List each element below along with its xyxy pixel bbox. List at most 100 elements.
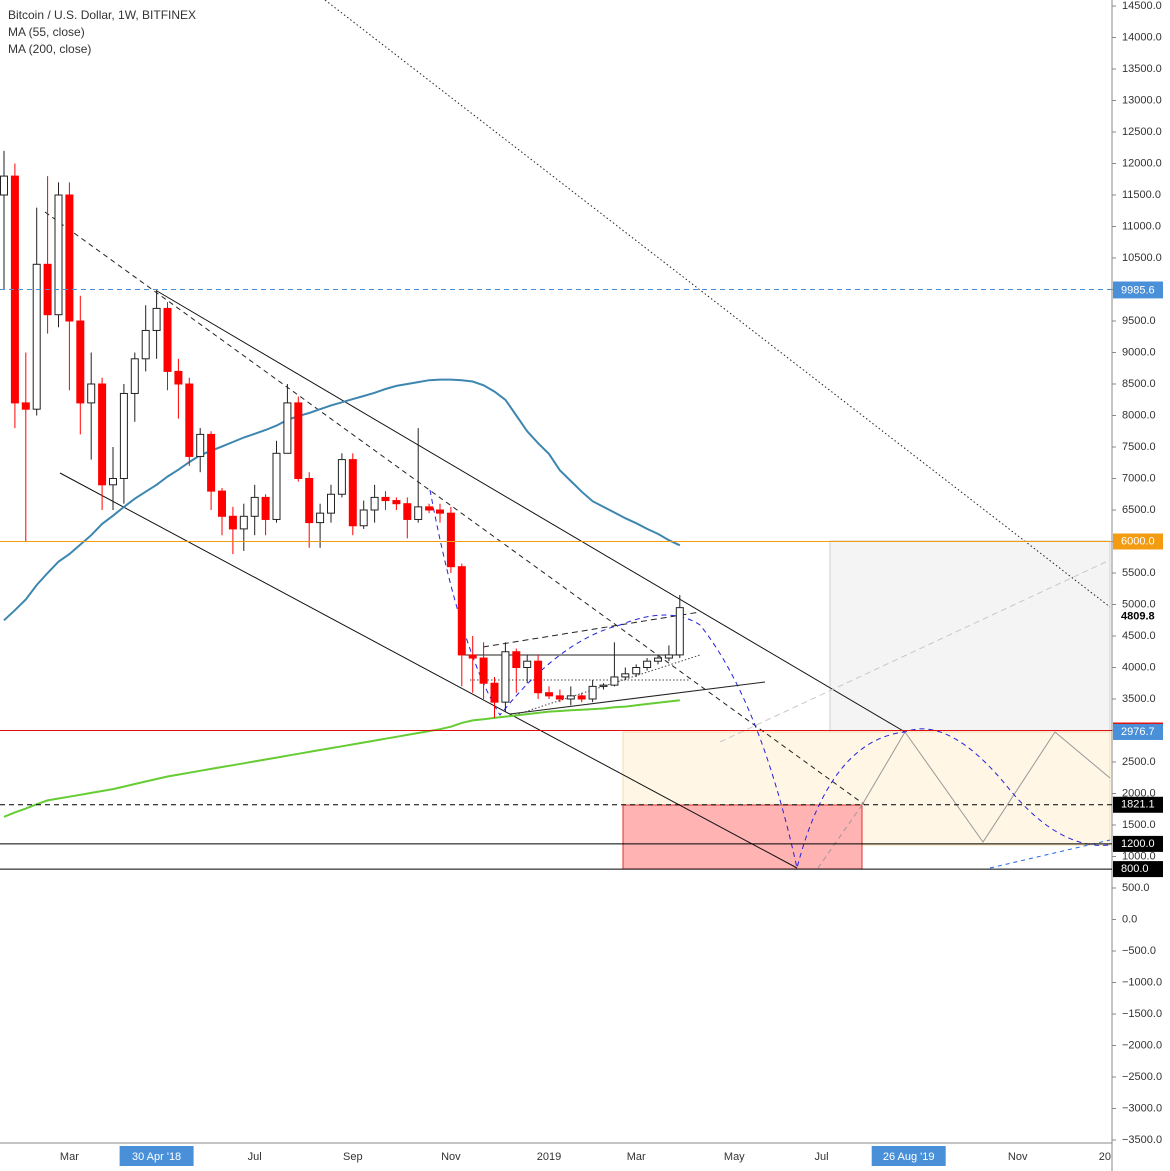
candle-body	[163, 307, 172, 372]
y-tick-label: −1500.0	[1122, 1008, 1162, 1020]
y-tick-label: −3000.0	[1122, 1102, 1162, 1114]
x-label-highlight	[119, 1146, 194, 1166]
y-tick-label: 1500.0	[1122, 819, 1156, 831]
price-marker	[1113, 723, 1163, 740]
zigzag	[861, 731, 1111, 843]
candle-body	[512, 651, 521, 668]
y-tick-label: 7500.0	[1122, 441, 1156, 453]
x-tick-label: 20	[1099, 1151, 1111, 1163]
candle-body	[185, 383, 194, 457]
candle-body	[327, 493, 335, 514]
price-marker-label: 2976.7	[1121, 726, 1155, 738]
y-tick-label: −500.0	[1122, 945, 1156, 957]
candle-body	[479, 657, 488, 684]
ma-line	[3, 378, 681, 622]
x-tick-label: Mar	[60, 1151, 79, 1163]
y-tick-label: 2500.0	[1122, 756, 1156, 768]
candle-body	[599, 684, 608, 687]
candle-body	[457, 566, 466, 656]
y-tick-label: −2500.0	[1122, 1071, 1162, 1083]
chart-title: Bitcoin / U.S. Dollar, 1W, BITFINEX	[8, 8, 196, 22]
y-tick-label: −1000.0	[1122, 976, 1162, 988]
price-marker-label: 1821.1	[1121, 799, 1155, 811]
y-tick-label: 9500.0	[1122, 315, 1156, 327]
candle-body	[65, 194, 74, 322]
x-tick-label: Jul	[814, 1151, 828, 1163]
candle-body	[436, 509, 444, 514]
price-marker-label: 1200.0	[1121, 838, 1155, 850]
candle-body	[490, 682, 499, 703]
candle-body	[76, 320, 85, 404]
candle-body	[359, 509, 368, 527]
candle-body	[664, 654, 673, 659]
candle-body	[632, 667, 641, 675]
y-tick-label: −3500.0	[1122, 1134, 1162, 1146]
candle-body	[621, 673, 630, 678]
price-marker	[1113, 796, 1163, 813]
price-axis	[1112, 0, 1170, 1171]
trendline-dashed	[44, 211, 866, 806]
candle-body	[207, 433, 216, 492]
x-tick-label: Sep	[343, 1151, 363, 1163]
candle-body	[348, 459, 357, 527]
price-marker	[1113, 835, 1163, 852]
candle-body	[468, 654, 477, 659]
projection-curve	[429, 489, 1111, 869]
candle-body	[141, 329, 150, 360]
candle-body	[534, 660, 543, 694]
candle-body	[425, 506, 434, 511]
x-label-highlight	[871, 1146, 946, 1166]
candle-body	[294, 402, 303, 479]
candle-body	[87, 383, 96, 404]
price-marker-label: 800.0	[1121, 863, 1149, 875]
candle-body	[555, 695, 564, 700]
candle-body	[174, 370, 183, 385]
range-box	[829, 540, 1111, 733]
x-tick-label: 30 Apr '18	[132, 1151, 181, 1163]
candle-body	[261, 496, 270, 520]
drawings	[44, 0, 1111, 870]
candle-body	[54, 194, 63, 316]
ma-line	[3, 699, 680, 818]
candle-body	[392, 500, 401, 505]
candle-body	[654, 657, 662, 662]
y-tick-label: 0.0	[1122, 913, 1137, 925]
candle-body	[305, 478, 314, 524]
candle-body	[239, 515, 248, 530]
price-marker	[1113, 282, 1163, 299]
legend-entry: MA (200, close)	[8, 42, 91, 56]
candle-body	[446, 512, 455, 568]
y-tick-label: 8000.0	[1122, 409, 1156, 421]
y-tick-label: 14500.0	[1122, 0, 1162, 12]
candle-body	[21, 402, 30, 410]
x-tick-label: May	[724, 1151, 745, 1163]
y-tick-label: 9000.0	[1122, 346, 1156, 358]
y-tick-label: 11000.0	[1122, 220, 1161, 232]
candle-body	[588, 685, 597, 700]
x-tick-label: 2019	[537, 1151, 561, 1163]
candle-body	[643, 660, 652, 669]
y-tick-label: 14000.0	[1122, 31, 1162, 43]
price-marker-label: 6000.0	[1121, 535, 1155, 547]
x-tick-label: Nov	[441, 1151, 461, 1163]
candle-body	[272, 452, 281, 520]
channel-lower	[59, 472, 798, 869]
candle-body	[577, 695, 586, 700]
y-tick-label: 6500.0	[1122, 504, 1156, 516]
candle-body	[566, 695, 575, 700]
candle-body	[130, 358, 139, 394]
candle-body	[381, 496, 390, 502]
y-tick-label: 5500.0	[1122, 567, 1156, 579]
y-tick-label: −2000.0	[1122, 1039, 1162, 1051]
y-tick-label: 1000.0	[1122, 850, 1156, 862]
x-tick-label: Jul	[248, 1151, 262, 1163]
candle-body	[119, 392, 128, 480]
wedge-top	[482, 611, 701, 648]
x-tick-label: Mar	[627, 1151, 646, 1163]
wedge-bottom	[509, 681, 766, 715]
y-tick-label: 2000.0	[1122, 787, 1156, 799]
y-tick-label: 12000.0	[1122, 157, 1162, 169]
candle-body	[32, 263, 41, 410]
candle-body	[337, 459, 346, 495]
